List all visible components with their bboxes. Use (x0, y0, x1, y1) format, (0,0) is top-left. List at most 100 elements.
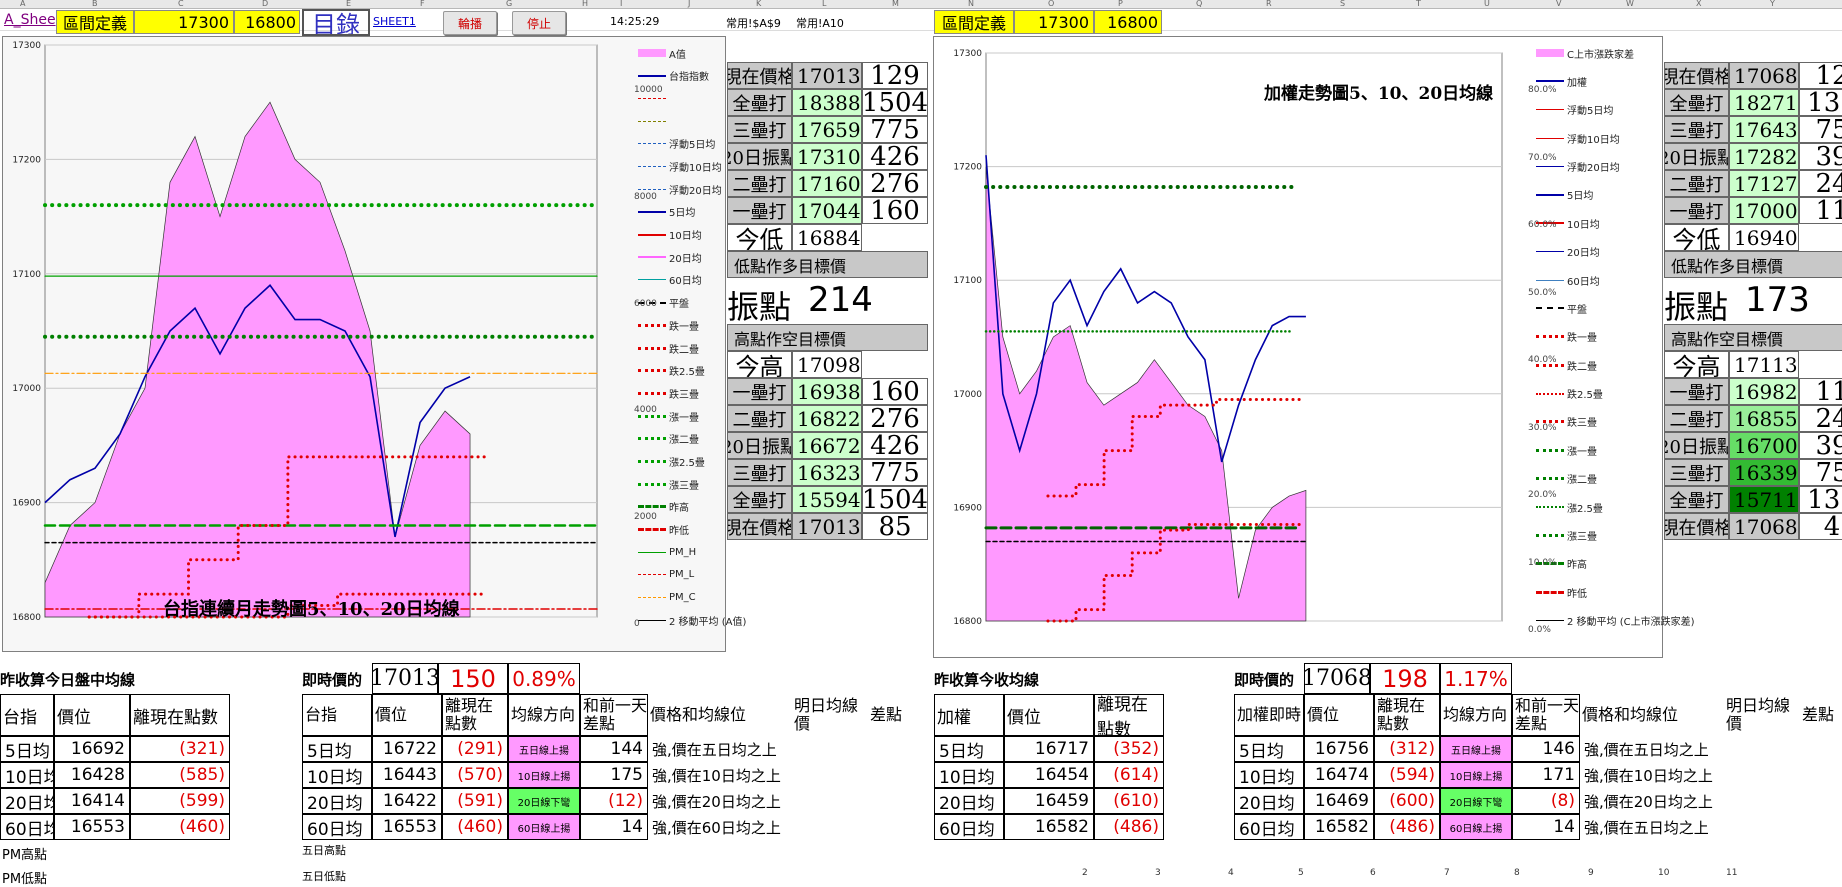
column-letter[interactable]: P (1118, 0, 1123, 8)
sheet1-link[interactable]: SHEET1 (373, 15, 416, 28)
legend-swatch (638, 505, 666, 509)
column-letter[interactable]: H (582, 0, 589, 8)
today-low-value: 16884 (792, 224, 862, 251)
legend-entry: PM_H (638, 546, 696, 558)
table-cell: (614) (1094, 762, 1164, 788)
column-letter[interactable]: I (620, 0, 623, 8)
point-diff: 160 (862, 197, 928, 224)
column-letter[interactable]: V (1556, 0, 1562, 8)
table-cell: (594) (1374, 762, 1440, 788)
legend-label: 昨低 (1567, 588, 1587, 600)
left-chart[interactable]: 17300 17200 17100 17000 16900 16800 台指連續月走勢圖5… (2, 36, 746, 652)
column-letter[interactable]: Q (1196, 0, 1203, 8)
legend-entry: 浮動5日均 (1536, 104, 1613, 117)
secondary-axis-tick: 30.0% (1528, 422, 1557, 433)
legend-swatch (638, 256, 666, 259)
point-value: 17127 (1729, 170, 1799, 197)
table-cell: 16474 (1304, 762, 1374, 788)
column-letter[interactable]: T (1416, 0, 1421, 8)
column-letter[interactable]: E (346, 0, 352, 8)
table-cell: 20日均 (1234, 788, 1304, 814)
column-letter[interactable]: C (178, 0, 184, 8)
legend-label: 昨低 (669, 526, 689, 538)
point-diff: 1504 (862, 89, 928, 116)
table-header: 均線方向 (1440, 694, 1512, 736)
legend-label: 跌一疊 (669, 321, 699, 333)
catalog-link[interactable]: 目錄 (302, 9, 370, 36)
legend-label: 60日均 (669, 276, 702, 288)
column-letter[interactable]: F (420, 0, 425, 8)
secondary-axis-tick: 2000 (634, 512, 657, 523)
legend-swatch (638, 459, 666, 463)
point-label: 20日振點 (1664, 143, 1729, 170)
column-letter[interactable]: R (1266, 0, 1272, 8)
legend-label: 跌一疊 (1567, 333, 1597, 345)
table-cell: 16422 (372, 788, 442, 814)
point-diff: 75 (1799, 116, 1842, 143)
legend-swatch (1536, 251, 1564, 253)
legend-entry: 漲一疊 (638, 410, 699, 424)
legend-label: 60日均 (1567, 276, 1600, 288)
column-letter[interactable]: O (1048, 0, 1055, 8)
column-letter[interactable]: W (1626, 0, 1634, 8)
table-cell: 10日均 (302, 762, 372, 788)
point-diff: 775 (862, 116, 928, 143)
table-cell: (585) (130, 762, 230, 788)
table-title: 昨收算今日盤中均線 (0, 671, 136, 689)
column-letter[interactable]: N (968, 0, 974, 8)
stop-button[interactable]: 停止 (512, 11, 566, 35)
table-cell: 16414 (54, 788, 130, 814)
legend-swatch (638, 279, 666, 281)
table-cell: 16469 (1304, 788, 1374, 814)
table-header: 明日均線價 (1726, 696, 1791, 733)
column-letter[interactable]: Y (1770, 0, 1775, 8)
column-letter[interactable]: A (20, 0, 26, 8)
column-letter[interactable]: J (688, 0, 691, 8)
table-header: 加權即時 (1234, 694, 1304, 736)
point-label: 20日振點 (727, 143, 792, 170)
legend-swatch (638, 301, 666, 304)
row-number: 11 (1726, 868, 1738, 878)
legend-swatch (1536, 392, 1564, 395)
column-letter[interactable]: G (506, 0, 513, 8)
rotate-button[interactable]: 輪播 (443, 11, 497, 35)
legend-label: 平盤 (669, 299, 689, 311)
column-letter[interactable]: M (892, 0, 899, 8)
table-cell: 強,價在20日均之上 (652, 792, 781, 811)
row-number: 2 (1082, 868, 1088, 878)
range-high-2: 17300 (1014, 10, 1094, 34)
point-label: 三壘打 (1664, 459, 1729, 486)
point-label: 三壘打 (1664, 116, 1729, 143)
column-letter[interactable]: D (262, 0, 269, 8)
legend-swatch (638, 188, 666, 190)
column-letter[interactable]: X (1696, 0, 1702, 8)
column-letter[interactable]: L (822, 0, 827, 8)
legend-label: 浮動5日均 (669, 140, 716, 152)
legend-entry: 20日均 (638, 251, 702, 265)
column-letter[interactable]: S (1340, 0, 1346, 8)
point-value: 17044 (792, 197, 862, 224)
legend-entry: 跌一疊 (638, 319, 699, 333)
column-letter[interactable]: U (1484, 0, 1490, 8)
legend-entry: 跌2.5疊 (638, 365, 705, 378)
right-chart[interactable]: 17300 17200 17100 17000 16900 16800 加權走勢圖5、10… (933, 36, 1695, 658)
table-header: 離現在點數 (1374, 694, 1440, 736)
column-letter[interactable]: B (92, 0, 98, 8)
sheet-link[interactable]: A_Shee (4, 12, 56, 28)
legend-entry: 浮動20日均 (1536, 161, 1620, 174)
table-cell: 60日均 (302, 814, 372, 840)
realtime-change: 150 (438, 663, 508, 694)
legend-entry: 加權 (1536, 75, 1587, 89)
secondary-axis-tick: 70.0% (1528, 152, 1557, 163)
row-number: 3 (1155, 868, 1161, 878)
column-letter[interactable]: K (756, 0, 762, 8)
legend-swatch (638, 323, 666, 327)
legend-swatch (1536, 335, 1564, 339)
legend-entry: A值 (638, 47, 686, 61)
table-cell: 16722 (372, 736, 442, 762)
secondary-axis-tick: 80.0% (1528, 85, 1557, 95)
table-header: 價位 (1304, 694, 1374, 736)
clock-time: 14:25:29 (610, 15, 660, 28)
point-diff: 426 (862, 143, 928, 170)
row-number: 6 (1370, 868, 1376, 878)
